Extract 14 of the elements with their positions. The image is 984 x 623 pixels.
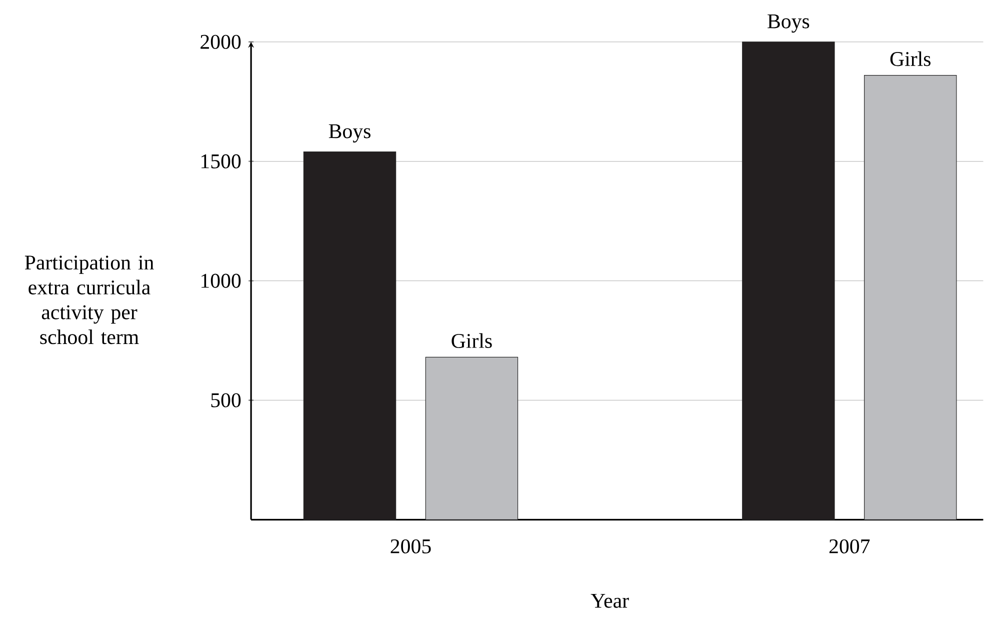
y-tick-label: 1500 <box>202 154 241 168</box>
y-tick-label: 2000 <box>200 34 241 49</box>
x-tick-label: 2005 <box>390 539 431 554</box>
series-label: Girls <box>452 333 492 348</box>
text: Girls <box>890 51 931 66</box>
bar <box>303 151 396 520</box>
x-axis-title: Year <box>590 594 629 608</box>
series-label: Boys <box>328 124 370 142</box>
bar <box>742 41 835 520</box>
y-tick-label: 1000 <box>202 274 241 288</box>
y-tick-label: 500 <box>211 393 241 408</box>
text: Boys <box>768 14 810 32</box>
x-tick-label: 2007 <box>829 539 870 554</box>
y-axis-title: Participation in extra curricula activity per school term <box>24 255 154 344</box>
